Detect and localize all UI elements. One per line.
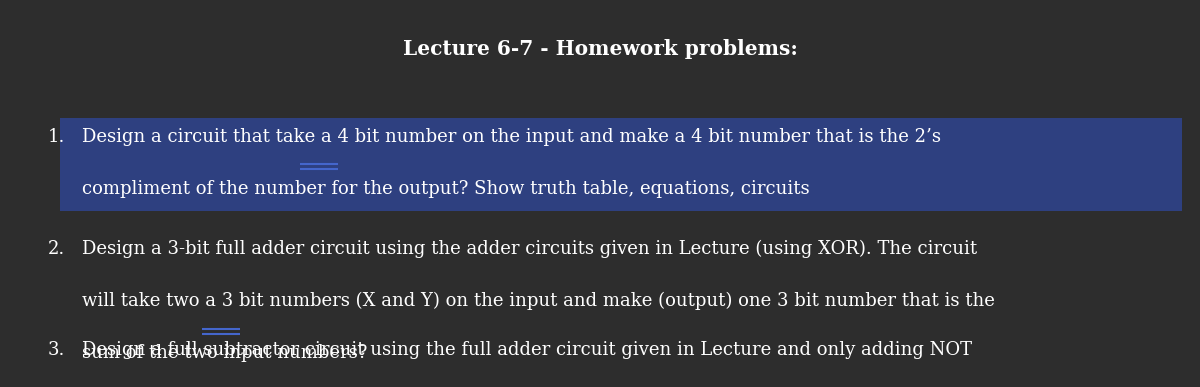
Text: Design a circuit that take a 4 bit number on the input and make a 4 bit number t: Design a circuit that take a 4 bit numbe… bbox=[82, 128, 941, 146]
Text: Design a full subtractor circuit using the full adder circuit given in Lecture a: Design a full subtractor circuit using t… bbox=[82, 341, 972, 359]
Text: 3.: 3. bbox=[48, 341, 65, 359]
FancyBboxPatch shape bbox=[60, 118, 1182, 211]
Text: compliment of the number for the output? Show truth table, equations, circuits: compliment of the number for the output?… bbox=[82, 180, 809, 198]
Text: Design a 3-bit full adder circuit using the adder circuits given in Lecture (usi: Design a 3-bit full adder circuit using … bbox=[82, 240, 977, 258]
Text: sum of the two input numbers?: sum of the two input numbers? bbox=[82, 344, 367, 363]
Text: will take two a 3 bit numbers (X and Y) on the input and make (output) one 3 bit: will take two a 3 bit numbers (X and Y) … bbox=[82, 292, 995, 310]
Text: Lecture 6-7 - Homework problems:: Lecture 6-7 - Homework problems: bbox=[402, 39, 798, 59]
Text: 2.: 2. bbox=[48, 240, 65, 258]
Text: 1.: 1. bbox=[48, 128, 65, 146]
